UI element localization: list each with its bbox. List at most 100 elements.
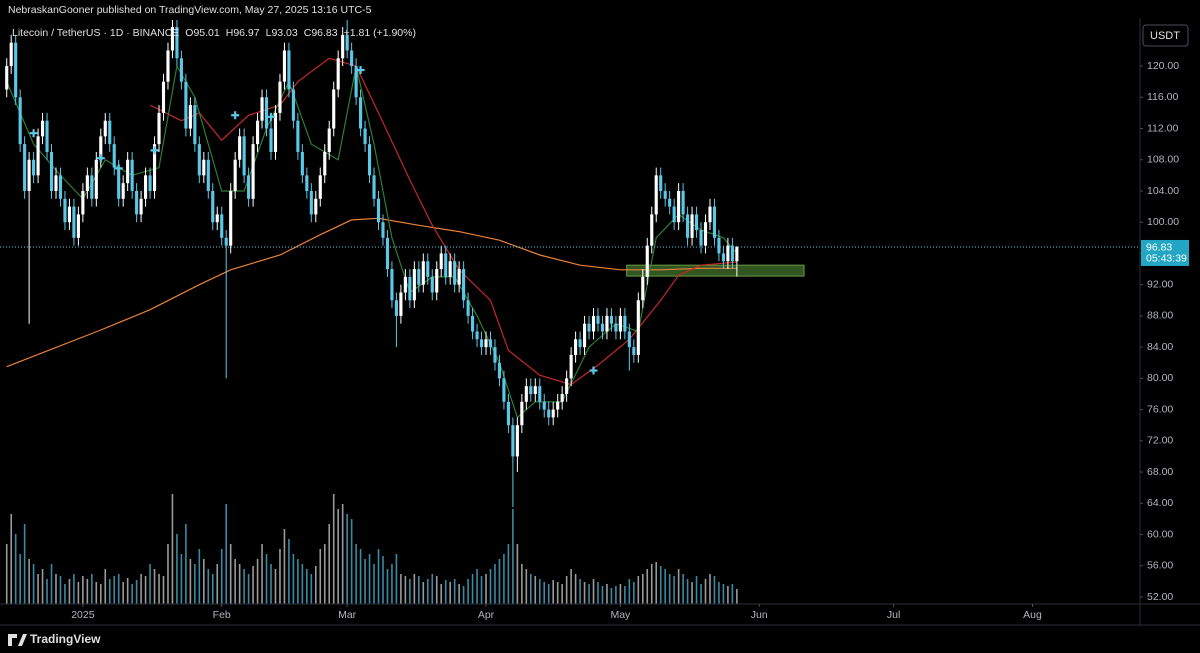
candle-body [54, 175, 58, 191]
volume-bar [292, 554, 295, 604]
candle-body [538, 386, 542, 402]
volume-bar [171, 494, 174, 604]
candle-body [430, 276, 434, 293]
volume-bar [234, 559, 236, 604]
y-tick-label: 56.00 [1147, 560, 1173, 572]
signal-marker [589, 366, 598, 375]
volume-bar [238, 564, 241, 604]
candle-body [551, 409, 555, 418]
candle-body [36, 136, 40, 176]
candle-body [94, 159, 98, 199]
candle-body [426, 261, 430, 277]
candle-body [81, 190, 85, 215]
candle-body [18, 97, 22, 145]
volume-bar [341, 504, 344, 604]
volume-bar [108, 579, 111, 604]
candle-body [305, 175, 309, 191]
currency-button[interactable] [1142, 24, 1189, 47]
volume-bar [194, 564, 196, 604]
volume-bar [176, 534, 178, 604]
volume-bar [521, 564, 523, 604]
candle-body [376, 198, 381, 223]
volume-bar [418, 576, 420, 604]
candle-body [336, 58, 340, 90]
candle-body [282, 50, 287, 82]
candle-body [367, 144, 372, 176]
volume-bar [538, 579, 541, 604]
volume-bar [211, 574, 214, 604]
volume-bar [552, 580, 555, 604]
candle-body [9, 42, 13, 67]
volume-bar [149, 564, 151, 604]
volume-bar [265, 554, 268, 604]
volume-bar [99, 584, 102, 604]
volume-bar [279, 549, 281, 604]
volume-bar [633, 582, 635, 604]
candle-body [408, 276, 412, 301]
candle-body [462, 269, 466, 301]
volume-bar [32, 564, 35, 604]
volume-bar [664, 569, 666, 604]
header-text: NebraskanGooner published on TradingView… [8, 4, 372, 16]
volume-bar [619, 584, 622, 604]
candle-body [14, 42, 18, 98]
candle-body [291, 89, 295, 121]
y-tick-label: 104.00 [1147, 185, 1179, 197]
candle-body [453, 261, 457, 285]
candle-body [542, 401, 546, 410]
volume-bar [23, 524, 26, 604]
candle-body [224, 237, 228, 246]
volume-bar [368, 554, 371, 604]
volume-bar [485, 574, 487, 604]
volume-bar [167, 544, 169, 604]
volume-bar [77, 582, 80, 604]
candle-body [394, 300, 398, 316]
candle-body [708, 206, 712, 223]
y-tick-label: 100.00 [1147, 216, 1179, 228]
candle-body [103, 120, 107, 137]
volume-bar [467, 579, 469, 604]
candle-body [694, 214, 699, 231]
volume-bar [131, 584, 133, 604]
volume-bar [458, 584, 460, 604]
volume-bar [274, 569, 277, 604]
candle-body [327, 128, 331, 152]
volume-bar [655, 562, 658, 604]
candle-body [76, 214, 80, 238]
candle-body [560, 393, 564, 402]
candle-body [85, 175, 89, 191]
volume-bar [565, 576, 568, 604]
volume-bar [198, 549, 201, 604]
volume-bar [19, 554, 21, 604]
volume-bar [400, 574, 402, 604]
candle-body [184, 81, 188, 129]
volume-bar [709, 574, 711, 604]
volume-bar [373, 564, 375, 604]
volume-bar [695, 576, 698, 604]
candle-body [255, 120, 260, 145]
last-price-tag [1141, 239, 1189, 266]
candle-body [605, 315, 609, 332]
volume-bar [426, 579, 429, 604]
candle-body [238, 136, 242, 160]
volume-bar [646, 569, 649, 604]
volume-bar [247, 574, 250, 604]
currency-label[interactable]: USDT [1150, 30, 1180, 42]
candle-body [197, 144, 201, 176]
candle-body [211, 190, 215, 223]
volume-bar [216, 564, 219, 604]
y-tick-label: 76.00 [1147, 403, 1173, 415]
volume-bar [68, 579, 71, 604]
signal-marker [114, 164, 123, 173]
candle-body [703, 222, 708, 246]
candle-body [112, 144, 116, 168]
volume-bar [606, 584, 608, 604]
candle-body [220, 214, 224, 238]
volume-bar [686, 579, 689, 604]
candle-body [206, 159, 210, 191]
candle-body [596, 315, 600, 324]
candle-body [721, 253, 725, 262]
candle-body [497, 362, 502, 379]
volume-bar [704, 579, 707, 604]
